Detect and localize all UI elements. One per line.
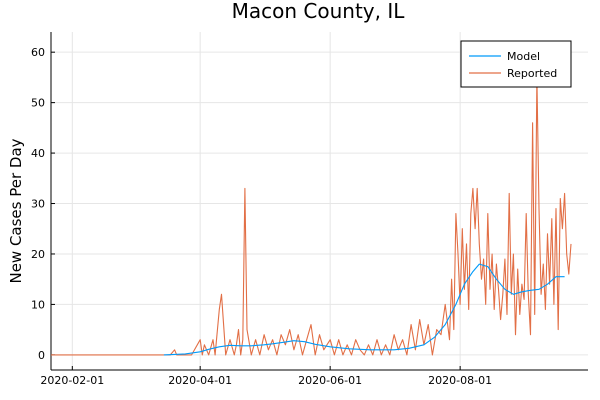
y-tick-label: 60 [31,46,45,59]
chart-title: Macon County, IL [232,0,406,23]
y-tick-label: 0 [38,349,45,362]
y-tick-label: 50 [31,97,45,110]
series-line-model [163,263,565,356]
x-tick-label: 2020-02-01 [40,374,104,387]
legend-label-model: Model [507,50,540,63]
y-axis-label: New Cases Per Day [7,138,25,283]
x-tick-label: 2020-06-01 [298,374,362,387]
y-tick-label: 30 [31,198,45,211]
legend-box [460,40,572,88]
y-tick-label: 20 [31,248,45,261]
plot-area: 0 10 20 30 40 50 60 2020-02-01 2020-04-01 2020-06… [31,32,588,387]
y-tick-label: 10 [31,298,45,311]
y-tick-label: 40 [31,147,45,160]
series-line-reported [51,76,572,356]
legend: Model Reported [460,40,572,88]
x-tick-label: 2020-08-01 [428,374,492,387]
legend-label-reported: Reported [507,67,557,80]
x-tick-label: 2020-04-01 [168,374,232,387]
